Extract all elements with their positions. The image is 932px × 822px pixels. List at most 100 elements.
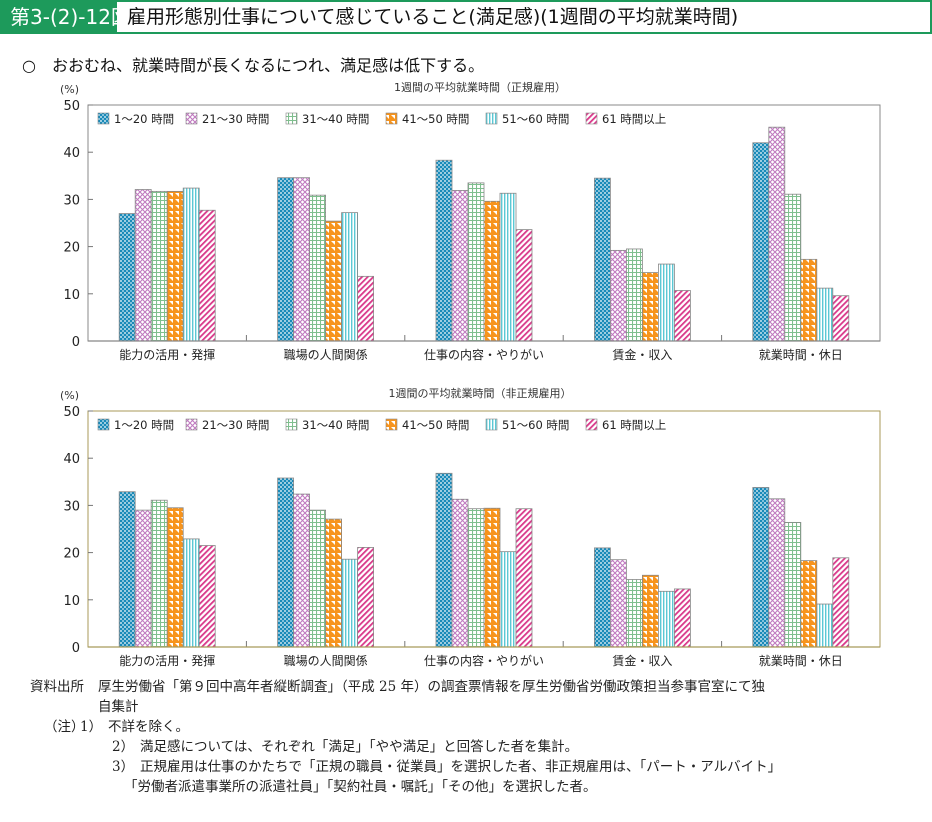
x-category-label: 職場の人間関係	[284, 348, 368, 362]
bar-vlines	[658, 263, 675, 342]
legend-label: 61 時間以上	[602, 418, 666, 432]
bar-tri	[325, 220, 343, 342]
bar-grid	[309, 509, 327, 648]
legend: 1～20 時間 21～30 時間 31～40 時間 41～50 時間 51～60 時間 6…	[97, 418, 666, 432]
note-number: 2）	[112, 739, 135, 755]
bar-diag	[674, 588, 691, 648]
bar-diag	[515, 508, 533, 648]
bar-tri	[325, 518, 343, 648]
notes: 資料出所 厚生労働省「第９回中高年者縦断調査」（平成 25 年）の調査票情報を厚生…	[30, 677, 781, 797]
x-category-label: 仕事の内容・やりがい	[424, 653, 544, 668]
y-tick-label: 30	[63, 499, 80, 514]
legend-label: 31～40 時間	[302, 418, 369, 432]
bar-diag	[198, 545, 216, 648]
legend-swatch-vlines	[485, 418, 498, 431]
bar-dots	[118, 213, 136, 342]
bar-tri	[166, 190, 184, 342]
bar-cross	[134, 189, 152, 342]
bar-cross	[451, 190, 469, 342]
x-category-label: 就業時間・休日	[759, 348, 843, 362]
note-item-2: 2） 満足感については、それぞれ「満足」「やや満足」と回答した者を集計。	[30, 737, 781, 757]
bar-grid	[467, 182, 485, 342]
bar-vlines	[499, 551, 517, 648]
y-tick-label: 40	[63, 146, 80, 161]
y-tick-label: 0	[72, 641, 80, 656]
bar-dots	[277, 477, 295, 648]
bar-cross	[768, 126, 786, 342]
bar-grid	[150, 190, 168, 342]
y-axis-unit-label: (%)	[60, 83, 79, 96]
bar-cross	[610, 559, 627, 648]
bar-dots	[277, 177, 295, 342]
bar-dots	[752, 487, 770, 648]
bar-cross	[134, 509, 152, 648]
legend-swatch-cross	[185, 418, 198, 431]
bar-tri	[483, 507, 501, 648]
bar-dots	[435, 159, 453, 342]
chart-title: 1週間の平均就業時間（正規雇用）	[394, 80, 566, 94]
note-item-1: （注）1） 不詳を除く。	[30, 717, 781, 737]
y-tick-label: 50	[63, 405, 80, 420]
legend-label: 41～50 時間	[402, 112, 469, 126]
bar-diag	[357, 547, 375, 648]
summary-text: おおむね、就業時間が長くなるにつれ、満足感は低下する。	[52, 56, 485, 75]
x-category-label: 能力の活用・発揮	[119, 654, 215, 668]
note-item-3-cont: 「労働者派遣事業所の派遣社員」「契約社員・嘱託」「その他」を選択した者。	[124, 779, 597, 795]
x-category-label: 就業時間・休日	[759, 654, 843, 668]
bar-diag	[515, 229, 533, 342]
circle-bullet-icon: ○	[22, 56, 36, 75]
bar-dots	[435, 472, 453, 648]
figure-header: 第3-(2)-12図 雇用形態別仕事について感じていること(満足感)(1週間の平…	[0, 0, 932, 34]
legend-swatch-dots	[97, 418, 110, 431]
legend-label: 21～30 時間	[202, 112, 269, 126]
bar-vlines	[658, 590, 675, 648]
legend-swatch-vlines	[485, 112, 498, 125]
summary: ○ おおむね、就業時間が長くなるにつれ、満足感は低下する。	[22, 52, 484, 76]
bar-grid	[150, 499, 168, 648]
source-row: 資料出所 厚生労働省「第９回中高年者縦断調査」（平成 25 年）の調査票情報を厚生…	[30, 677, 781, 697]
source-row-cont: 自集計	[98, 699, 139, 715]
legend-swatch-tri	[385, 112, 398, 125]
bar-diag	[832, 557, 850, 648]
note-text: 満足感については、それぞれ「満足」「やや満足」と回答した者を集計。	[140, 739, 579, 755]
legend-label: 51～60 時間	[502, 112, 569, 126]
chart-regular-employment: (%) 1週間の平均就業時間（正規雇用） 0 10 20 30 40 50 能力の活用・発揮 職場…	[60, 80, 881, 362]
bar-grid	[467, 508, 485, 648]
bar-vlines	[816, 603, 834, 648]
legend-swatch-grid	[285, 418, 298, 431]
bar-vlines	[341, 212, 359, 342]
bar-dots	[594, 547, 611, 648]
bar-dots	[594, 177, 611, 342]
bar-diag	[357, 275, 375, 342]
note-number: 1）	[80, 719, 103, 735]
note-label: （注）	[44, 719, 85, 735]
bar-vlines	[182, 538, 200, 648]
bar-tri	[483, 200, 501, 342]
bar-cross	[768, 498, 786, 648]
bar-grid	[784, 193, 802, 342]
legend-swatch-dots	[97, 112, 110, 125]
bar-grid	[626, 579, 643, 648]
bar-diag	[198, 209, 216, 342]
y-tick-label: 40	[63, 452, 80, 467]
figure-number: 第3-(2)-12図	[0, 0, 131, 34]
bar-cross	[451, 498, 469, 648]
y-tick-label: 10	[63, 594, 80, 609]
bar-vlines	[499, 192, 517, 342]
y-axis-unit-label: (%)	[60, 389, 79, 402]
bar-tri	[642, 272, 659, 342]
x-category-label: 職場の人間関係	[284, 654, 368, 668]
y-tick-label: 30	[63, 193, 80, 208]
note-number: 3）	[112, 759, 135, 775]
chart-title: 1週間の平均就業時間（非正規雇用）	[389, 386, 572, 400]
legend-label: 31～40 時間	[302, 112, 369, 126]
figure-title: 雇用形態別仕事について感じていること(満足感)(1週間の平均就業時間)	[117, 0, 932, 34]
bar-cross	[293, 493, 311, 648]
y-tick-label: 0	[72, 335, 80, 350]
source-label: 資料出所	[30, 679, 84, 695]
x-category-label: 賃金・収入	[612, 347, 672, 362]
x-category-label: 仕事の内容・やりがい	[424, 347, 544, 362]
x-category-label: 賃金・収入	[612, 653, 672, 668]
legend-swatch-tri	[385, 418, 398, 431]
y-tick-label: 10	[63, 288, 80, 303]
